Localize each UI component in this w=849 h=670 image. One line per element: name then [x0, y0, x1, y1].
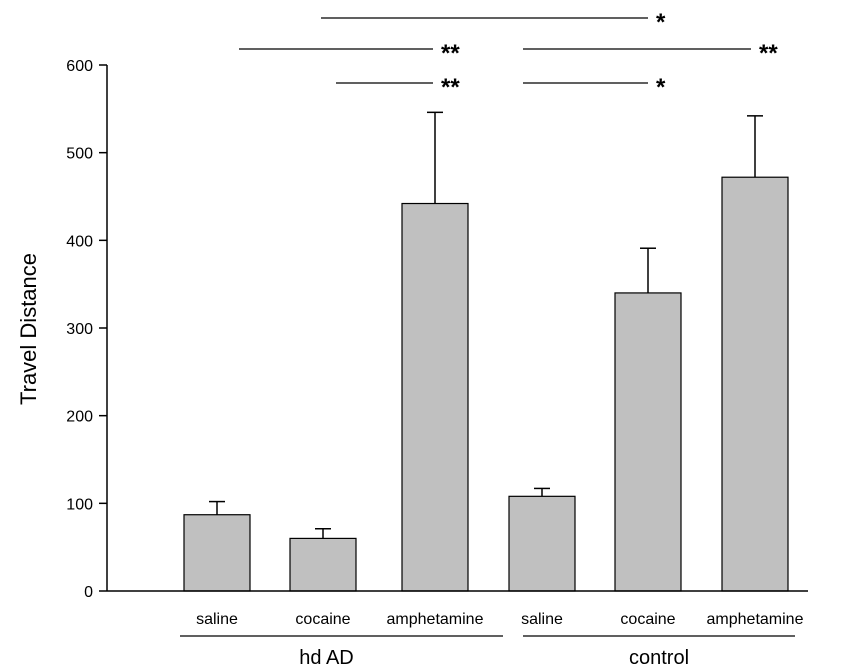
bar-1 [289, 537, 357, 592]
x-axis-labels: saline cocaine amphetamine saline cocaine amp… [196, 611, 803, 628]
category-label-3: saline [521, 611, 563, 628]
group-label-1: control [629, 647, 689, 669]
category-label-1: cocaine [295, 611, 350, 628]
significance-brackets: *** **** * [239, 9, 778, 101]
bar-2 [401, 202, 469, 592]
category-label-5: amphetamine [707, 611, 804, 628]
category-label-2: amphetamine [387, 611, 484, 628]
y-tick-label-400: 400 [66, 233, 93, 250]
y-tick-label-0: 0 [84, 584, 93, 601]
group-labels: hd AD control [180, 635, 795, 669]
significance-label-0: * [656, 9, 666, 36]
y-tick-label-100: 100 [66, 496, 93, 513]
category-label-4: cocaine [620, 611, 675, 628]
group-label-0: hd AD [299, 647, 353, 669]
error-bars-layer [209, 111, 763, 539]
bar-4 [614, 292, 682, 592]
bar-0 [183, 514, 251, 592]
y-tick-label-600: 600 [66, 58, 93, 75]
y-tick-label-300: 300 [66, 321, 93, 338]
bars-layer [183, 176, 789, 592]
y-axis-label: Travel Distance [16, 253, 41, 405]
bar-3 [508, 495, 576, 592]
category-label-0: saline [196, 611, 238, 628]
significance-label-4: * [656, 74, 666, 101]
significance-label-1: ** [441, 40, 460, 67]
y-axis: 0 100 200 300 400 500 600 [66, 58, 808, 601]
y-tick-label-500: 500 [66, 146, 93, 163]
significance-label-3: ** [441, 74, 460, 101]
significance-label-2: ** [759, 40, 778, 67]
y-tick-label-200: 200 [66, 409, 93, 426]
bar-5 [721, 176, 789, 592]
